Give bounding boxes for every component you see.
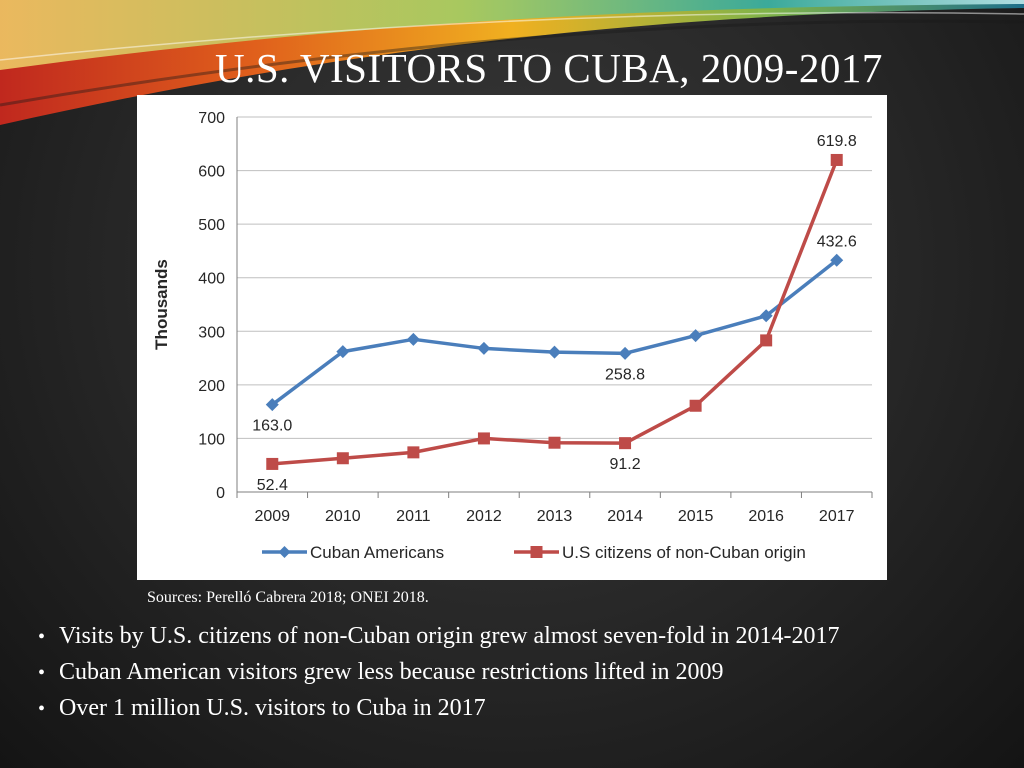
bullet-item: • Cuban American visitors grew less becau… (38, 655, 839, 691)
x-tick-label: 2015 (678, 508, 714, 525)
data-point-square (760, 334, 773, 347)
source-note: Sources: Perelló Cabrera 2018; ONEI 2018… (147, 589, 429, 606)
x-tick-label: 2014 (607, 508, 643, 525)
data-point-diamond (336, 345, 350, 359)
y-tick-label: 700 (198, 110, 225, 127)
data-label: 52.4 (257, 477, 288, 494)
data-point-diamond (689, 329, 703, 343)
data-point-diamond (265, 398, 279, 412)
data-point-square (336, 452, 349, 465)
data-point-diamond (759, 309, 773, 323)
data-label: 432.6 (817, 233, 857, 250)
series-line (271, 258, 838, 407)
y-tick-label: 300 (198, 324, 225, 341)
y-tick-label: 0 (216, 485, 225, 502)
data-point-diamond (406, 332, 420, 346)
decorative-swoosh-banner (0, 0, 1024, 125)
data-point-square (619, 437, 632, 450)
data-label: 163.0 (252, 418, 292, 435)
data-label: 91.2 (609, 456, 640, 473)
legend-label: Cuban Americans (310, 543, 444, 562)
x-tick-label: 2016 (748, 508, 784, 525)
y-tick-label: 400 (198, 271, 225, 288)
data-label: 619.8 (817, 133, 857, 150)
bullet-text: Cuban American visitors grew less becaus… (59, 659, 724, 685)
bullet-item: • Over 1 million U.S. visitors to Cuba in… (38, 691, 839, 727)
y-axis-title: Thousands (152, 259, 171, 350)
data-point-square (548, 436, 561, 449)
legend-marker-diamond (278, 546, 291, 558)
data-point-diamond (830, 253, 844, 267)
x-tick-label: 2013 (537, 508, 573, 525)
x-tick-label: 2012 (466, 508, 502, 525)
bullet-item: • Visits by U.S. citizens of non-Cuban or… (38, 619, 839, 655)
data-point-diamond (477, 341, 491, 355)
y-tick-label: 200 (198, 378, 225, 395)
bullet-text: Over 1 million U.S. visitors to Cuba in … (59, 695, 486, 721)
x-tick-label: 2010 (325, 508, 361, 525)
bullet-text: Visits by U.S. citizens of non-Cuban ori… (59, 623, 840, 649)
y-tick-label: 100 (198, 431, 225, 448)
line-chart: 0 100 200 300 400 500 600 700 2009 2010 2011 2012 20… (152, 110, 873, 562)
chart-panel: 0 100 200 300 400 500 600 700 2009 2010 2011 2012 20… (137, 95, 887, 580)
data-point-square (830, 153, 843, 166)
bullet-list: • Visits by U.S. citizens of non-Cuban or… (38, 619, 839, 727)
data-point-square (407, 446, 420, 459)
y-tick-label: 500 (198, 217, 225, 234)
data-label: 258.8 (605, 366, 645, 383)
data-point-square (266, 457, 279, 470)
series-line (272, 159, 839, 466)
legend-label: U.S citizens of non-Cuban origin (562, 543, 806, 562)
x-tick-label: 2011 (396, 508, 431, 525)
bullet-dot: • (38, 626, 46, 648)
bullet-dot: • (38, 662, 46, 684)
data-point-square (689, 399, 702, 412)
y-tick-label: 600 (198, 164, 225, 181)
data-point-diamond (548, 345, 561, 359)
slide-title: U.S. VISITORS TO CUBA, 2009-2017 (215, 45, 883, 91)
legend-marker-square (530, 546, 543, 558)
data-point-diamond (618, 346, 632, 360)
data-point-square (477, 432, 490, 445)
bullet-dot: • (38, 698, 46, 720)
x-tick-label: 2017 (819, 508, 855, 525)
x-tick-label: 2009 (254, 508, 290, 525)
